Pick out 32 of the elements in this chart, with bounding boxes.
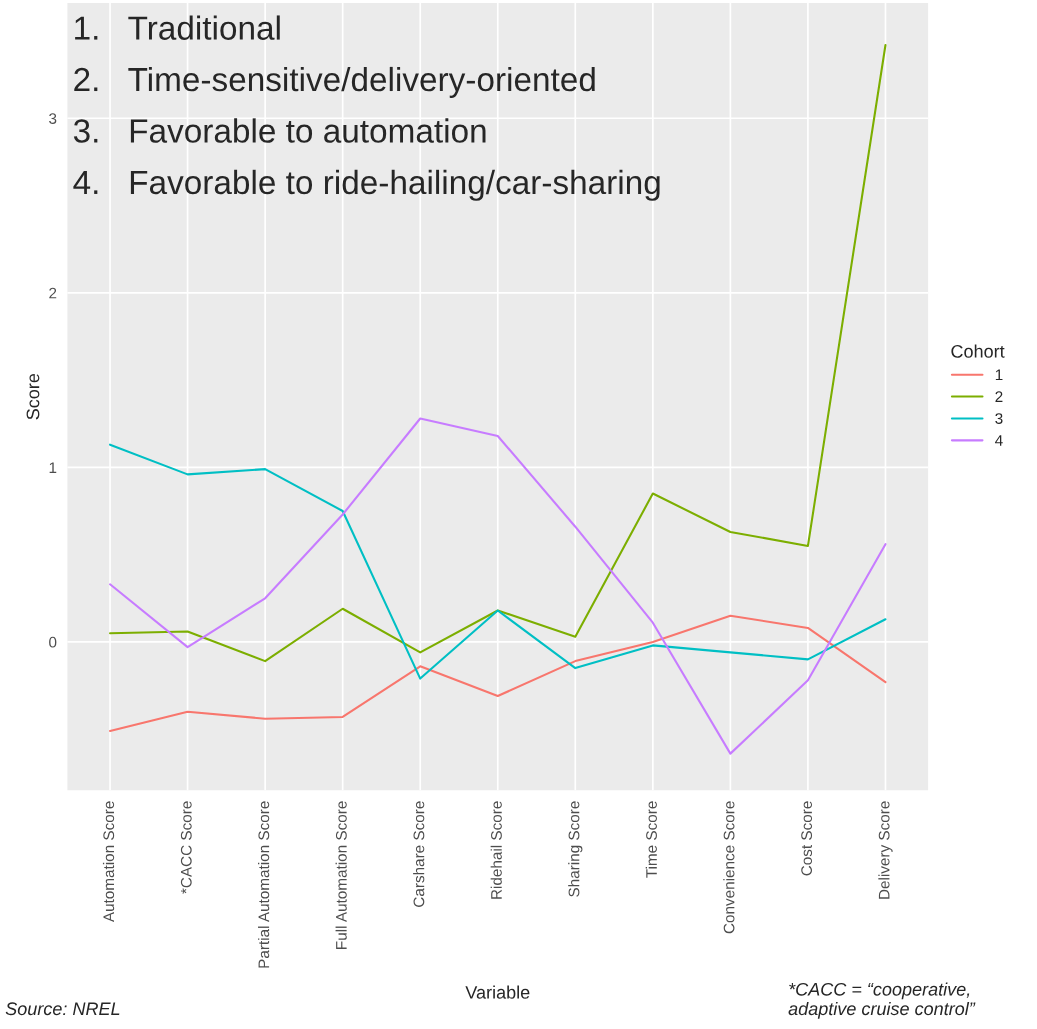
x-tick-label: Cost Score	[801, 801, 813, 876]
text: *CACC = “cooperative, adaptive cruise control”	[788, 982, 976, 1019]
line-series	[109, 614, 887, 732]
annotation: 1. Traditional	[75, 15, 280, 40]
x-tick-label: Automation Score	[102, 801, 115, 923]
x-tick-label: Full Automation Score	[335, 801, 347, 949]
legend-label: 3	[995, 413, 1003, 424]
y-axis-title: Score	[26, 373, 40, 420]
legend-title: Cohort	[951, 344, 1005, 358]
y-tick-label: 2	[49, 287, 57, 299]
x-tick-label: Sharing Score	[568, 801, 583, 897]
y-tick-label: 1	[49, 462, 57, 473]
x-tick-label: Convenience Score	[723, 801, 735, 934]
y-tick-label: 0	[49, 636, 57, 648]
x-tick-label: Time Score	[645, 801, 657, 878]
line-series	[109, 443, 887, 680]
x-axis-title: Variable	[465, 985, 530, 999]
legend-label: 4	[995, 435, 1003, 446]
y-tick-label: 3	[49, 113, 57, 124]
annotation: 4. Favorable to ride-hailing/car-sharing	[73, 169, 660, 201]
legend-label: 2	[995, 391, 1003, 402]
annotation: 3. Favorable to automation	[73, 118, 486, 143]
x-tick-label: Ridehail Score	[490, 801, 502, 899]
x-tick-label: Partial Automation Score	[258, 801, 270, 968]
annotation: 2. Time-sensitive/delivery-oriented	[74, 66, 595, 98]
x-tick-label: Carshare Score	[413, 801, 425, 907]
line-series	[109, 417, 887, 755]
line-series	[109, 43, 887, 663]
source-note: Source: NREL	[5, 1002, 120, 1016]
x-tick-label: *CACC Score	[180, 801, 192, 894]
x-tick-label: Delivery Score	[878, 801, 893, 899]
legend-label: 1	[995, 369, 1003, 381]
